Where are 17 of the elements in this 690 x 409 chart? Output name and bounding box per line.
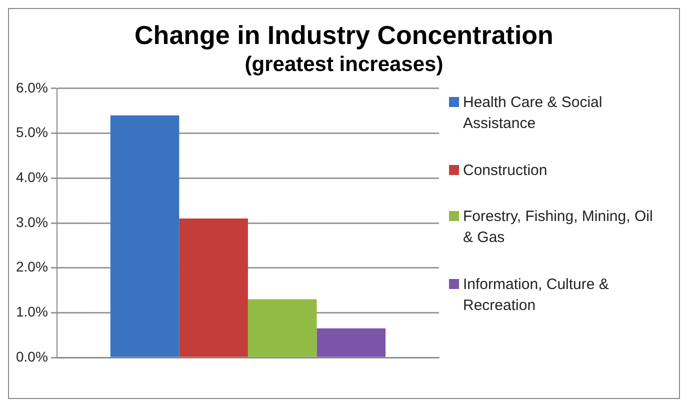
legend-label: Construction <box>463 160 548 181</box>
y-tick-label: 1.0% <box>16 304 48 320</box>
y-tick-label: 0.0% <box>16 348 48 364</box>
legend-label: Information, Culture & Recreation <box>463 275 610 316</box>
y-tick-label: 2.0% <box>16 258 48 275</box>
chart-title: Change in Industry Concentration <box>134 19 554 51</box>
bar <box>248 299 317 357</box>
chart-subtitle: (greatest increases) <box>244 52 444 78</box>
y-tick-label: 4.0% <box>16 168 48 185</box>
bar <box>179 218 248 357</box>
legend-label: Health Care & Social Assistance <box>463 92 604 134</box>
y-tick-label: 6.0% <box>16 79 48 96</box>
y-tick-label: 5.0% <box>16 124 48 140</box>
bar <box>110 115 180 357</box>
y-tick-label: 3.0% <box>16 214 48 230</box>
legend-label: Forestry, Fishing, Mining, Oil & Gas <box>463 207 654 248</box>
bar <box>316 328 386 357</box>
